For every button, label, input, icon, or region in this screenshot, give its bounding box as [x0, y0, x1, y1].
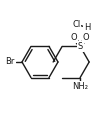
Text: Cl: Cl — [72, 20, 80, 29]
Text: H: H — [84, 23, 90, 32]
Text: O: O — [83, 33, 89, 42]
Text: S: S — [77, 42, 83, 51]
Text: NH₂: NH₂ — [72, 82, 88, 91]
Text: Br: Br — [5, 58, 15, 66]
Text: O: O — [71, 33, 77, 42]
